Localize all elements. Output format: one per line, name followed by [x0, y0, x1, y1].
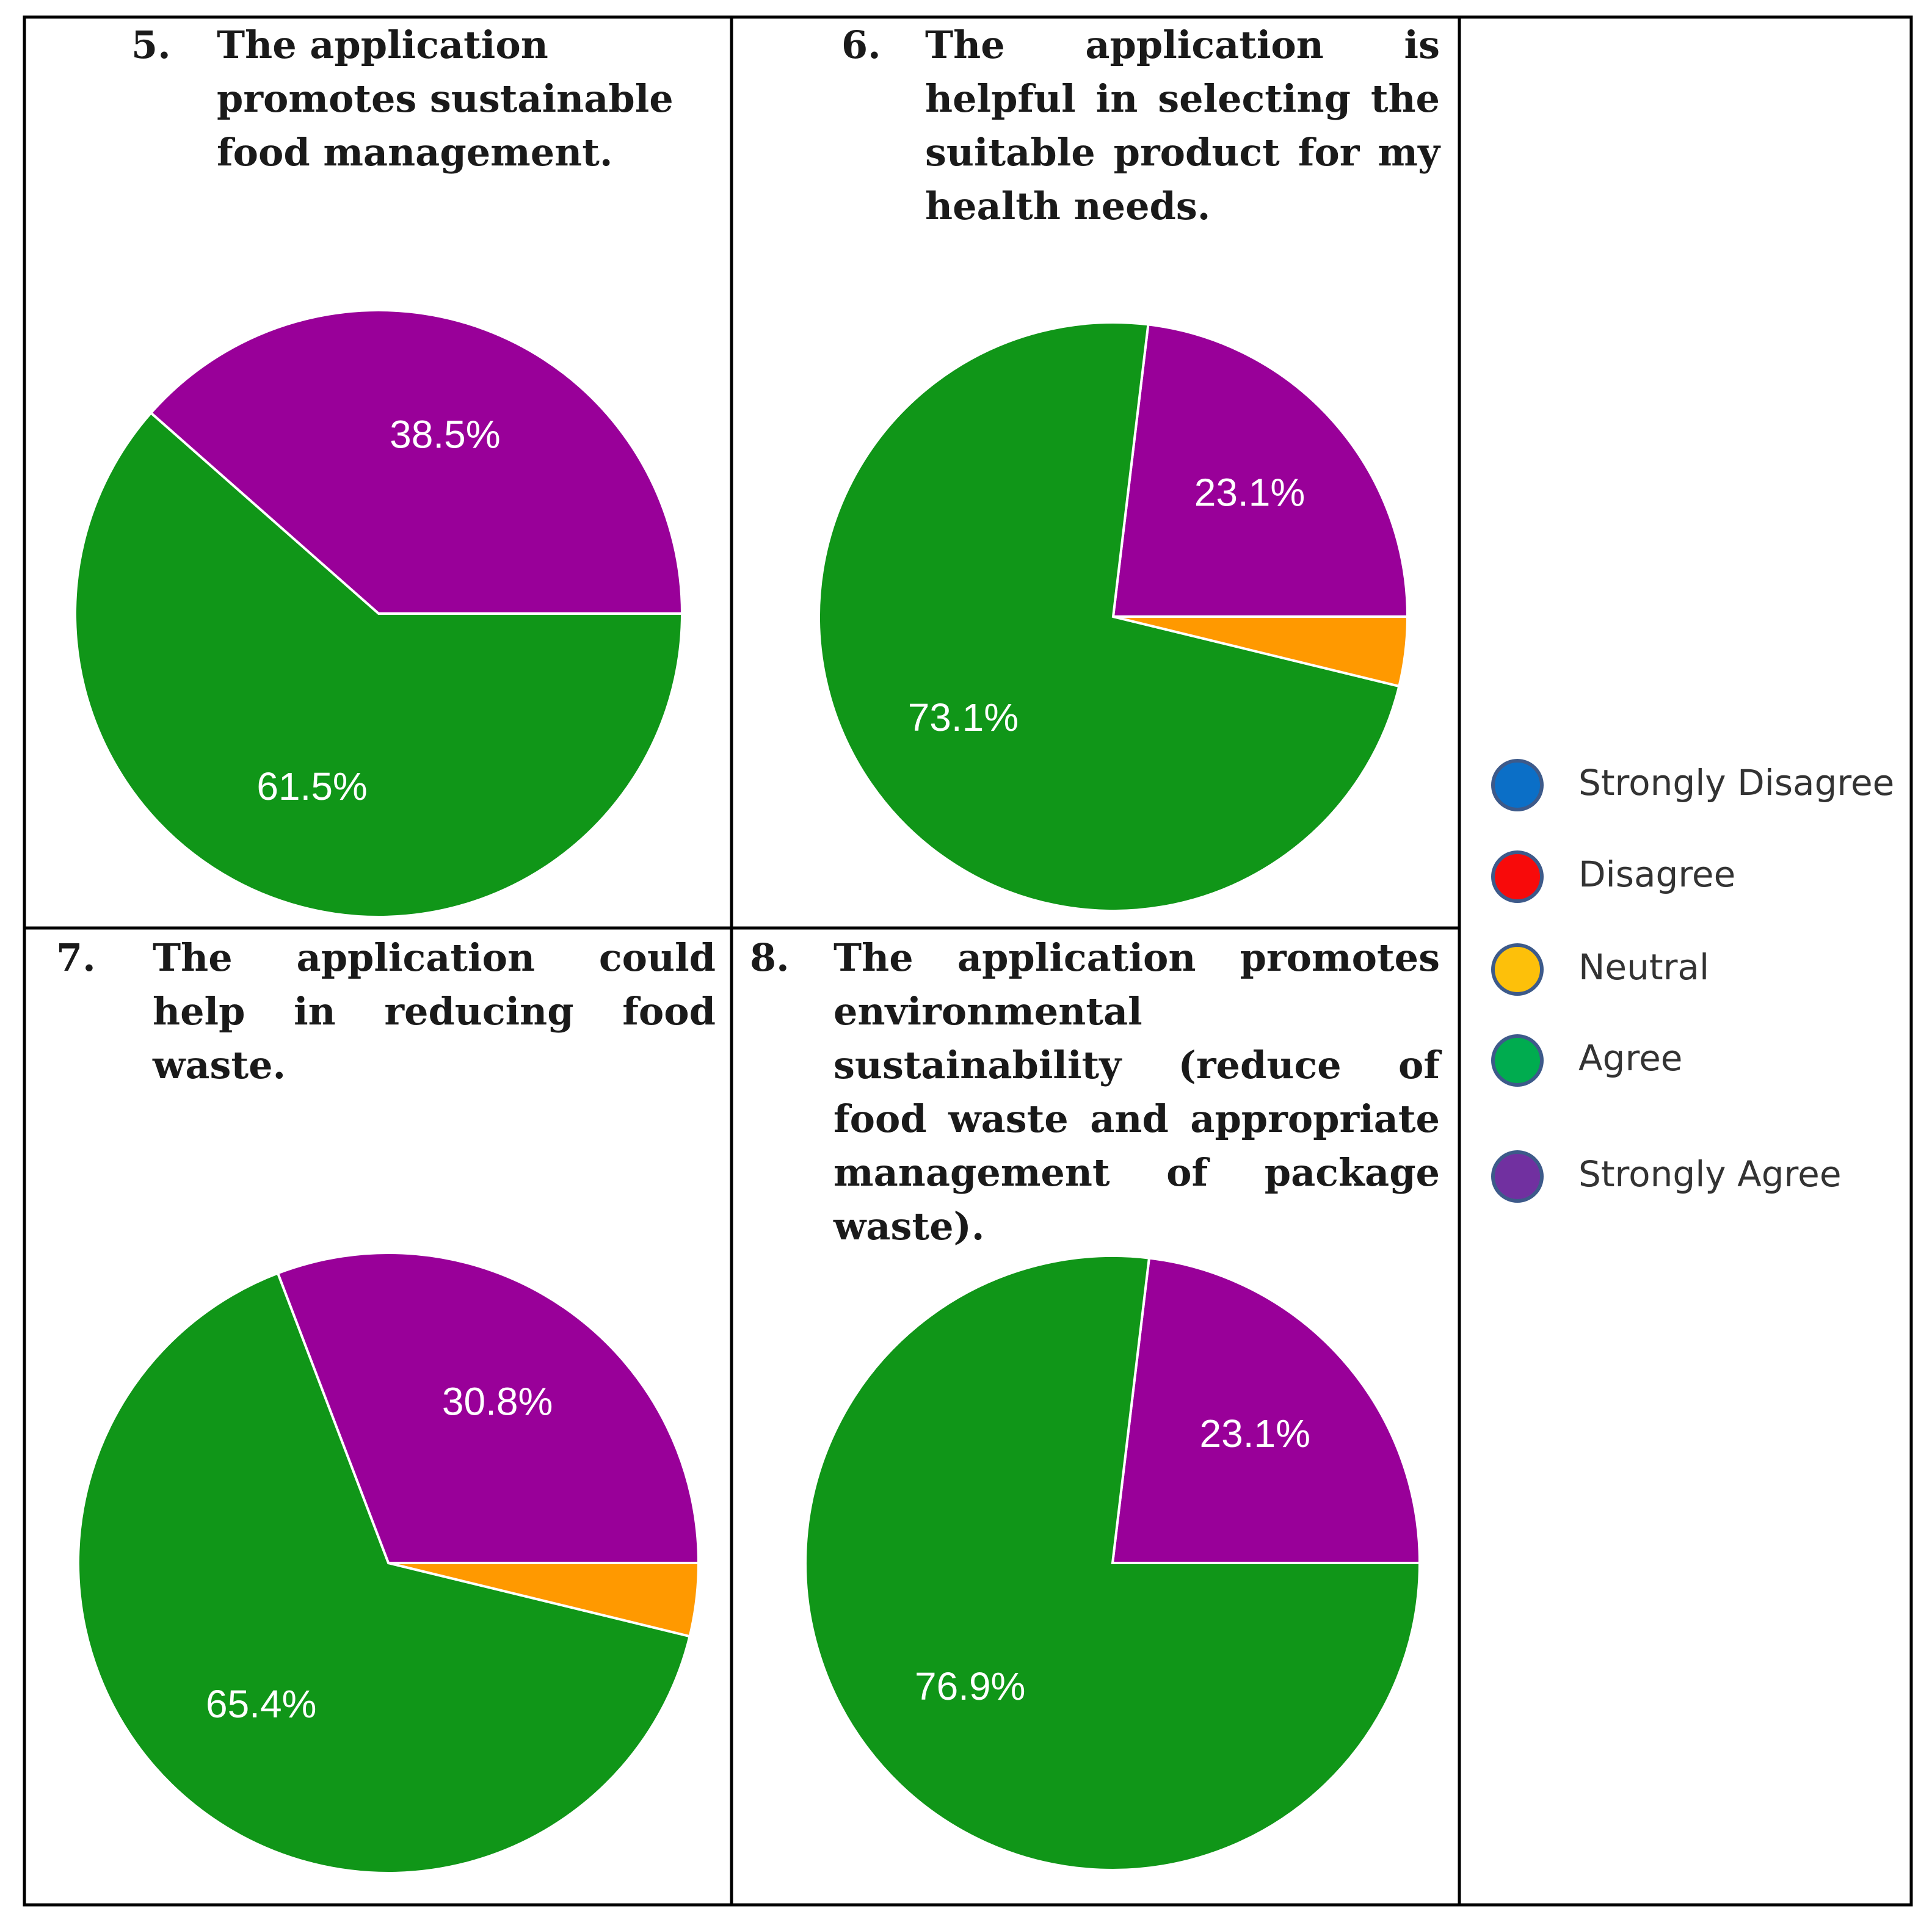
pie-slice-strongly-agree: [1111, 323, 1409, 618]
pie-slice-strongly-agree: [276, 1251, 700, 1564]
data-label: 61.5%: [256, 764, 367, 808]
legend-label-agree: Agree: [1578, 1037, 1682, 1079]
chart-number: 5.: [131, 23, 171, 67]
pie-chart-6: 23.1% 73.1%: [818, 321, 1409, 912]
data-label: 30.8%: [442, 1380, 553, 1424]
data-label: 76.9%: [915, 1664, 1025, 1708]
chart-number: 6.: [841, 23, 881, 67]
chart-number: 7.: [56, 935, 96, 980]
legend-marker-disagree: [1491, 850, 1544, 903]
legend-label-neutral: Neutral: [1578, 946, 1709, 988]
pie-slice-neutral: [388, 1562, 700, 1638]
legend-marker-neutral: [1491, 943, 1544, 996]
data-label: 23.1%: [1200, 1412, 1310, 1456]
pie-charts-layer: 38.5% 61.5% 23.1% 73.1% 30.8% 65.4% 23.1% 76.9%: [74, 309, 1422, 1874]
pie-slice-neutral: [1113, 615, 1409, 688]
legend-marker-strongly-disagree: [1491, 759, 1544, 811]
legend-label-disagree: Disagree: [1578, 854, 1735, 895]
pie-chart-8: 23.1% 76.9%: [804, 1255, 1422, 1871]
pie-slice-agree: [818, 321, 1401, 912]
chart-title-text: The application could help in reducing f…: [153, 935, 716, 1087]
legend-label-strongly-disagree: Strongly Disagree: [1578, 762, 1894, 803]
data-label: 65.4%: [206, 1682, 316, 1726]
data-label: 23.1%: [1194, 471, 1305, 515]
pie-slice-agree: [804, 1255, 1422, 1871]
chart-title-text: The application promotes sustainable foo…: [217, 23, 674, 175]
pie-slice-agree: [77, 1271, 692, 1874]
legend-marker-strongly-agree: [1491, 1150, 1544, 1203]
chart-title-text: The application promotes environmental s…: [833, 935, 1440, 1249]
legend-marker-agree: [1491, 1034, 1544, 1087]
pie-chart-7: 30.8% 65.4%: [77, 1251, 700, 1874]
chart-title-text: The application is helpful in selecting …: [925, 23, 1440, 228]
data-label: 73.1%: [908, 695, 1019, 739]
pie-chart-5: 38.5% 61.5%: [74, 309, 684, 918]
legend-label-strongly-agree: Strongly Agree: [1578, 1153, 1842, 1195]
data-label: 38.5%: [390, 413, 500, 457]
pie-slice-agree: [74, 411, 684, 918]
table-border: [23, 15, 1913, 1907]
pie-slice-strongly-agree: [1111, 1256, 1422, 1564]
chart-number: 8.: [750, 935, 790, 980]
pie-slice-strongly-agree: [149, 309, 684, 615]
legend: Strongly Disagree Disagree Neutral Agree Str…: [1491, 759, 1894, 1203]
